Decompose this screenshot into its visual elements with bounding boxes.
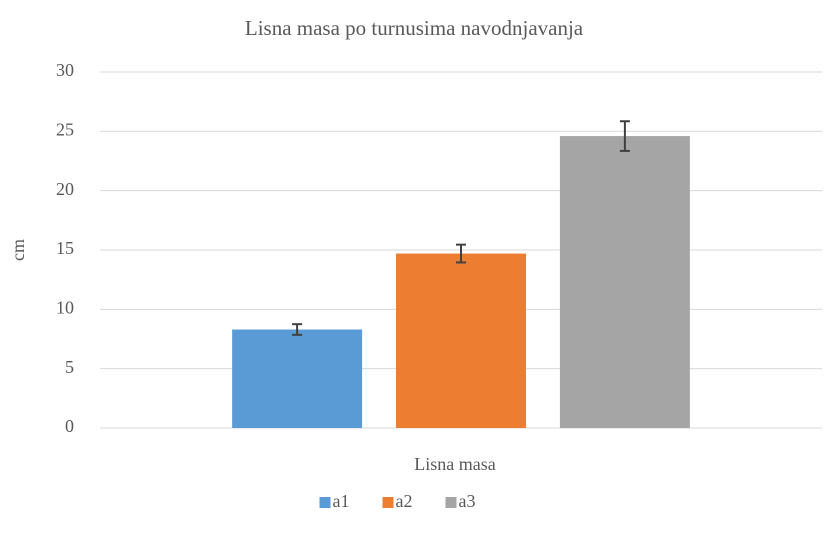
legend-swatch (445, 497, 457, 508)
y-tick-label: 20 (56, 179, 74, 199)
bar (559, 136, 690, 428)
legend-label: a3 (459, 491, 476, 511)
y-axis-label: cm (8, 239, 28, 261)
x-tick-label: Lisna masa (414, 454, 495, 474)
y-tick-label: 25 (56, 119, 74, 139)
legend-label: a1 (333, 491, 350, 511)
error-bar (456, 243, 466, 264)
legend-label: a2 (396, 491, 413, 511)
legend-swatch (382, 497, 394, 508)
legend-swatch (319, 497, 331, 508)
y-tick-label: 15 (56, 238, 74, 258)
y-tick-label: 0 (65, 416, 74, 436)
y-tick-label: 30 (56, 60, 74, 80)
error-bar (292, 323, 303, 336)
error-bar (619, 120, 630, 152)
bar (396, 253, 526, 428)
y-tick-label: 5 (65, 357, 74, 377)
bar (232, 329, 363, 428)
y-tick-label: 10 (56, 297, 74, 317)
chart-title: Lisna masa po turnusima navodnjavanja (245, 16, 584, 40)
